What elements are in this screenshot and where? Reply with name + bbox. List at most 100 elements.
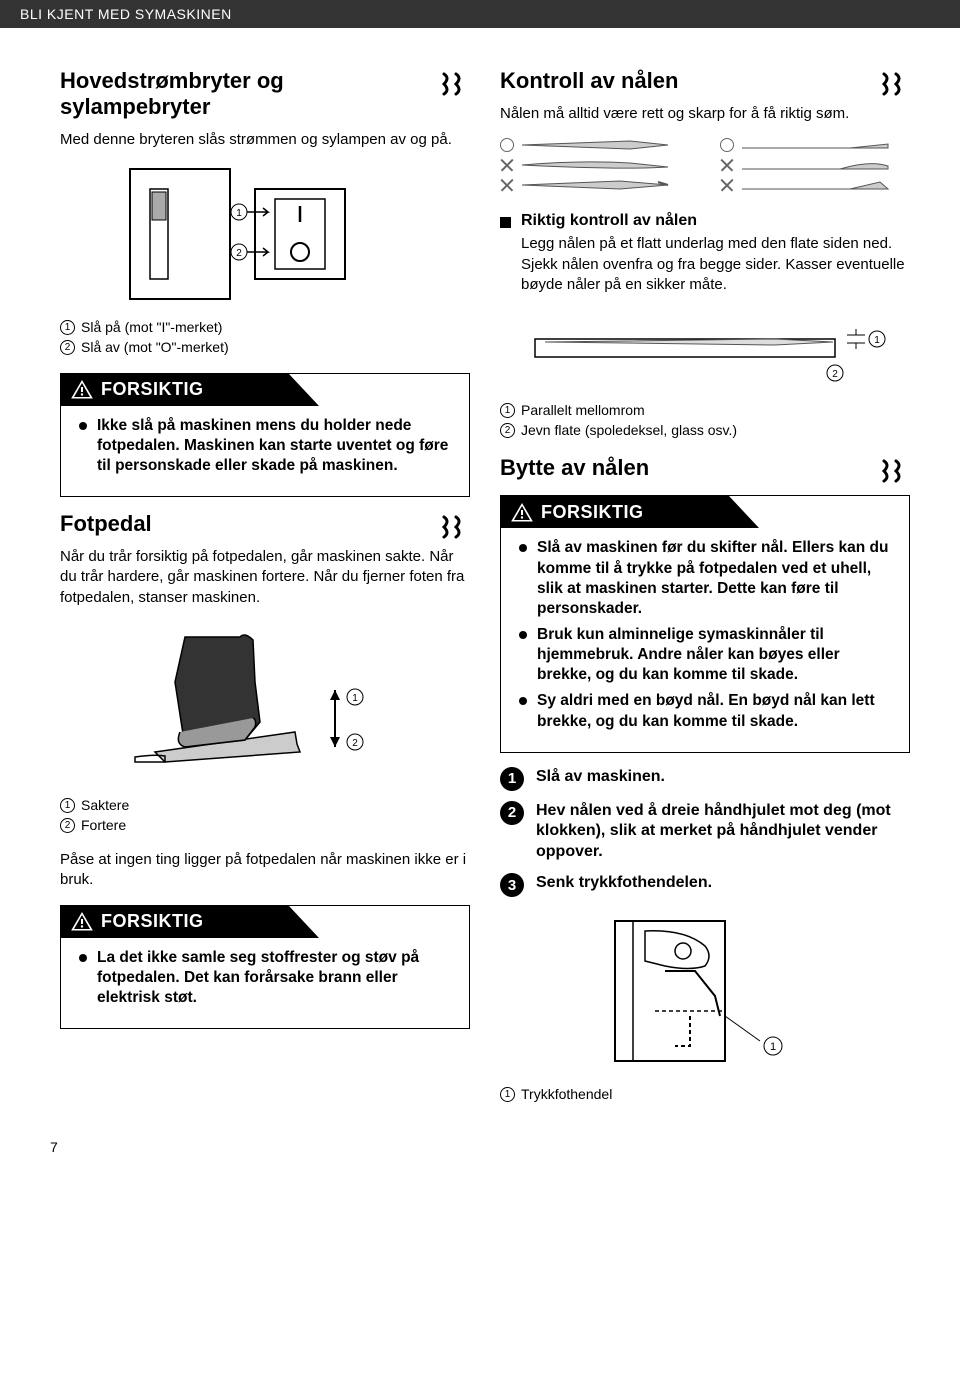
step-num-2: 2 [500,801,524,825]
power-callouts: 1Slå på (mot "I"-merket) 2Slå av (mot "O… [60,318,470,356]
needle-bad [720,158,910,172]
fotpedal-intro: Når du trår forsiktig på fotpedalen, går… [60,547,470,608]
wave-icon [882,459,910,483]
needle-check-grid [500,138,910,192]
svg-text:2: 2 [832,369,838,380]
callout-num: 1 [60,798,75,813]
header-title: BLI KJENT MED SYMASKINEN [20,6,232,22]
list-item: Bruk kun alminnelige symaskinnåler til h… [519,625,893,685]
section-power-title: Hovedstrømbryter og sylampebryter [60,68,470,120]
figure-fotpedal: 1 2 [60,622,470,782]
cross-icon [500,158,514,172]
bullet-icon [519,544,527,552]
callout-num: 1 [60,320,75,335]
caution-label: FORSIKTIG [101,911,204,932]
svg-text:1: 1 [236,208,242,219]
header-bar: BLI KJENT MED SYMASKINEN [0,0,960,28]
caution-header: FORSIKTIG [61,906,289,938]
figure-presser-foot: 1 [500,911,910,1071]
step-text: Senk trykkfothendelen. [536,873,712,897]
list-item: 2Jevn flate (spoledeksel, glass osv.) [500,421,910,439]
caution-header: FORSIKTIG [501,496,729,528]
step-num-1: 1 [500,767,524,791]
fotpedal-callouts: 1Saktere 2Fortere [60,796,470,834]
list-item: La det ikke samle seg stoffrester og stø… [79,948,453,1008]
caution-box-2: FORSIKTIG La det ikke samle seg stoffres… [60,905,470,1029]
caution-body: La det ikke samle seg stoffrester og stø… [61,938,469,1018]
wave-icon [442,515,470,539]
warning-icon [71,912,93,931]
step-item: 3 Senk trykkfothendelen. [500,873,910,897]
warning-icon [511,503,533,522]
svg-text:2: 2 [352,738,358,749]
svg-text:1: 1 [874,335,880,346]
right-column: Kontroll av nålen Nålen må alltid være r… [500,68,910,1119]
needle-bad [500,158,690,172]
callout-num: 2 [60,340,75,355]
list-item: 1Parallelt mellomrom [500,401,910,419]
list-item: 1Slå på (mot "I"-merket) [60,318,470,336]
needle-callouts: 1Parallelt mellomrom 2Jevn flate (spoled… [500,401,910,439]
bullet-icon [79,422,87,430]
cross-icon [500,178,514,192]
needle-row [500,158,910,172]
list-item: Sy aldri med en bøyd nål. En bøyd nål ka… [519,691,893,731]
bullet-icon [519,697,527,705]
bullet-icon [519,631,527,639]
needle-ok [500,138,690,152]
needle-bad [500,178,690,192]
list-item: 2Fortere [60,816,470,834]
square-bullet-icon [500,217,511,228]
svg-text:1: 1 [352,693,358,704]
caution-body: Slå av maskinen før du skifter nål. Elle… [501,528,909,741]
needle-intro: Nålen må alltid være rett og skarp for å… [500,104,910,124]
needle-row [500,138,910,152]
section-fotpedal-title: Fotpedal [60,511,470,537]
step-item: 1 Slå av maskinen. [500,767,910,791]
svg-text:1: 1 [770,1041,776,1053]
step-text: Hev nålen ved å dreie håndhjulet mot deg… [536,801,910,863]
list-item: Slå av maskinen før du skifter nål. Elle… [519,538,893,619]
cross-icon [720,178,734,192]
power-intro: Med denne bryteren slås strømmen og syla… [60,130,470,150]
caution-label: FORSIKTIG [101,379,204,400]
callout-num: 2 [60,818,75,833]
figure-power-switch: 1 2 [60,164,470,304]
step-text: Slå av maskinen. [536,767,665,791]
caution-header: FORSIKTIG [61,374,289,406]
presser-callouts: 1Trykkfothendel [500,1085,910,1103]
needle-check-rest: Legg nålen på et flatt underlag med den … [521,234,910,295]
page-content: Hovedstrømbryter og sylampebryter Med de… [0,28,960,1139]
callout-num: 2 [500,423,515,438]
list-item: 1Trykkfothendel [500,1085,910,1103]
bullet-icon [79,954,87,962]
caution-body: Ikke slå på maskinen mens du holder nede… [61,406,469,486]
step-num-3: 3 [500,873,524,897]
list-item: 1Saktere [60,796,470,814]
callout-num: 1 [500,1087,515,1102]
cross-icon [720,158,734,172]
list-item: 2Slå av (mot "O"-merket) [60,338,470,356]
section-replace-title: Bytte av nålen [500,455,910,481]
caution-box-3: FORSIKTIG Slå av maskinen før du skifter… [500,495,910,752]
ok-icon [500,138,514,152]
svg-text:2: 2 [236,248,242,259]
fotpedal-note: Påse at ingen ting ligger på fotpedalen … [60,850,470,891]
needle-check-lead: Riktig kontroll av nålen [521,212,910,230]
wave-icon [442,72,470,96]
needle-ok [720,138,910,152]
warning-icon [71,380,93,399]
section-needle-title: Kontroll av nålen [500,68,910,94]
needle-row [500,178,910,192]
wave-icon [882,72,910,96]
list-item: Ikke slå på maskinen mens du holder nede… [79,416,453,476]
caution-label: FORSIKTIG [541,502,644,523]
figure-needle-flat: 1 2 [500,309,910,387]
page-number: 7 [0,1139,960,1175]
caution-box-1: FORSIKTIG Ikke slå på maskinen mens du h… [60,373,470,497]
ok-icon [720,138,734,152]
step-item: 2 Hev nålen ved å dreie håndhjulet mot d… [500,801,910,863]
needle-check-block: Riktig kontroll av nålen Legg nålen på e… [500,212,910,295]
left-column: Hovedstrømbryter og sylampebryter Med de… [60,68,470,1119]
callout-num: 1 [500,403,515,418]
